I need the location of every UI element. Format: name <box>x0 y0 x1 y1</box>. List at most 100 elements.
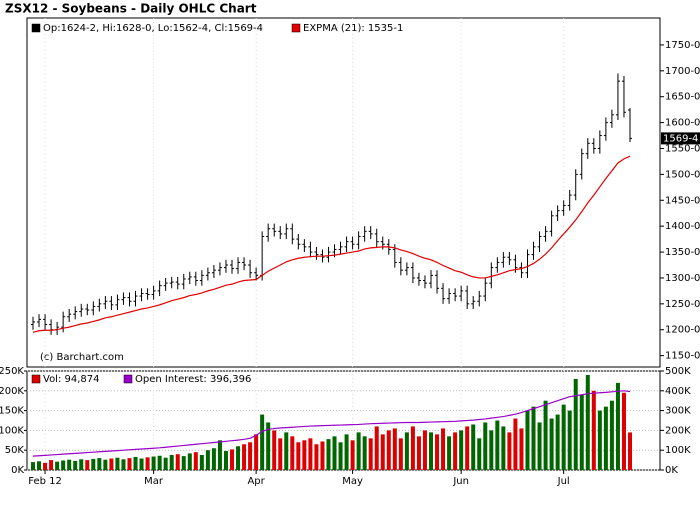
y-tick-label: 0K <box>665 465 678 476</box>
volume-bar <box>211 448 216 470</box>
volume-bar <box>447 436 452 470</box>
volume-bar <box>127 458 132 470</box>
volume-bar <box>573 378 578 470</box>
volume-bar <box>266 422 271 470</box>
volume-bar <box>187 453 192 470</box>
volume-bar <box>326 439 331 470</box>
volume-bar <box>422 430 427 470</box>
y-tick-label: 0K <box>11 465 24 476</box>
volume-bar <box>91 458 96 470</box>
x-tick-label: Mar <box>144 476 164 487</box>
volume-bar <box>61 460 66 470</box>
volume-bar <box>537 422 542 470</box>
x-tick-label: May <box>342 476 363 487</box>
volume-bar <box>254 434 259 470</box>
y-tick-label: 50K <box>5 445 25 456</box>
volume-bar <box>501 426 506 470</box>
volume-bar <box>507 432 512 470</box>
y-tick-label: 1650-0 <box>665 92 700 103</box>
y-tick-label: 1500-0 <box>665 169 700 180</box>
volume-bar <box>55 461 60 470</box>
y-tick-label: 100K <box>0 425 24 436</box>
volume-bar <box>404 432 409 470</box>
x-tick-label: Apr <box>247 476 265 487</box>
volume-bar <box>579 394 584 470</box>
volume-bar <box>67 459 72 470</box>
volume-bar <box>133 456 138 470</box>
volume-bar <box>37 461 42 470</box>
volume-bar <box>332 436 337 470</box>
volume-bar <box>296 442 301 470</box>
volume-bar <box>609 400 614 470</box>
volume-bar <box>199 454 204 470</box>
volume-bar <box>567 410 572 470</box>
volume-bar <box>308 438 313 470</box>
volume-bar <box>121 459 126 470</box>
y-tick-label: 400K <box>665 386 691 397</box>
y-tick-label: 1150-0 <box>665 351 700 362</box>
volume-bar <box>230 449 234 470</box>
y-tick-label: 1200-0 <box>665 325 700 336</box>
volume-bar <box>483 422 488 470</box>
watermark: (c) Barchart.com <box>40 352 124 363</box>
y-tick-label: 1550-0 <box>665 143 700 154</box>
legend-label: Op:1624-2, Hi:1628-0, Lo:1562-4, Cl:1569… <box>43 23 263 34</box>
volume-bar <box>386 430 391 470</box>
y-tick-label: 250K <box>0 366 24 377</box>
volume-bar <box>555 414 560 470</box>
volume-bar <box>597 410 602 470</box>
volume-bar <box>260 414 265 470</box>
volume-bar <box>157 455 162 470</box>
volume-bar <box>284 432 289 470</box>
volume-bar <box>205 450 210 470</box>
volume-bar <box>242 444 247 470</box>
volume-bar <box>392 428 397 470</box>
volume-bar <box>471 424 476 470</box>
volume-bar <box>236 446 241 470</box>
volume-bar <box>97 458 102 470</box>
volume-bar <box>248 442 253 470</box>
volume-bar <box>368 438 373 470</box>
volume-bar <box>109 458 114 470</box>
price-frame <box>26 17 661 368</box>
volume-bar <box>115 457 120 470</box>
y-tick-label: 1250-0 <box>665 299 700 310</box>
volume-bar <box>591 390 596 470</box>
volume-bar <box>302 440 307 470</box>
volume-bar <box>314 444 319 470</box>
volume-bar <box>465 426 470 470</box>
volume-bar <box>31 462 35 470</box>
volume-bar <box>79 459 84 470</box>
legend-swatch <box>291 23 301 33</box>
volume-bar <box>628 432 632 470</box>
volume-bar <box>519 428 524 470</box>
volume-bar <box>43 462 48 470</box>
volume-bar <box>350 440 355 470</box>
volume-bar <box>585 374 590 470</box>
volume-bar <box>603 406 608 470</box>
last-price-label: 1569-4 <box>663 133 698 144</box>
volume-bar <box>441 428 446 470</box>
y-tick-label: 200K <box>0 386 24 397</box>
volume-bar <box>410 426 415 470</box>
volume-bar <box>344 434 349 470</box>
volume-bar <box>163 457 168 470</box>
volume-bar <box>193 452 198 470</box>
volume-bar <box>278 438 283 470</box>
y-tick-label: 200K <box>665 425 691 436</box>
volume-bar <box>489 430 494 470</box>
volume-bar <box>272 430 277 470</box>
y-tick-label: 500K <box>665 366 691 377</box>
volume-frame <box>26 370 661 471</box>
y-tick-label: 1600-0 <box>665 118 700 129</box>
y-tick-label: 300K <box>665 406 691 417</box>
y-tick-label: 1350-0 <box>665 247 700 258</box>
legend-label: EXPMA (21): 1535-1 <box>303 23 403 34</box>
volume-bar <box>459 430 464 470</box>
volume-bar <box>398 438 403 470</box>
x-tick-label: Jul <box>557 476 570 487</box>
volume-bar <box>103 459 108 470</box>
y-tick-label: 1750-0 <box>665 40 700 51</box>
